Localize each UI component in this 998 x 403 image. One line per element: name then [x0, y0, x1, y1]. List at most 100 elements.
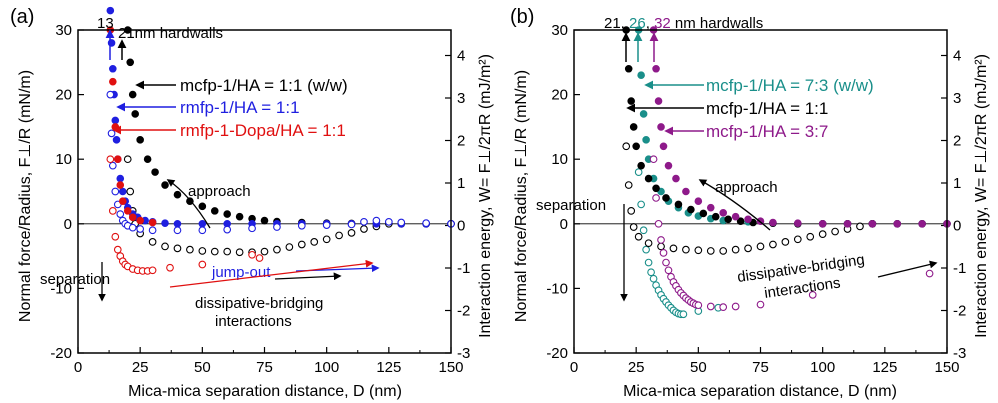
- panel-a-y2tick-label: 4: [457, 48, 465, 65]
- panel-a-y2ticks: -3 -2 -1 0 1 2 3 4: [445, 48, 470, 362]
- panel-b-series-2-approach-point: [672, 174, 680, 183]
- panel-b-series-1-separation-point: [634, 232, 643, 241]
- panel-b-hardwall-32: 32: [654, 15, 671, 32]
- panel-b-series-0-separation-point: [679, 310, 688, 319]
- panel-b-series-2-approach-point: [657, 123, 665, 131]
- panel-a-series-2-approach-point: [128, 213, 137, 222]
- panel-b-series-2-separation-point: [719, 303, 728, 311]
- panel-b-series-1-separation-point: [627, 207, 636, 215]
- panel-b-series-0-separation-point: [634, 168, 643, 176]
- panel-a-series-2-approach-point: [136, 216, 144, 225]
- panel-a-hardwall-13: 13: [97, 15, 114, 32]
- panel-a-xtick-label: 100: [314, 359, 339, 376]
- panel-b-xtick-label: 100: [810, 359, 835, 376]
- panel-b-y2tick-label: 3: [953, 90, 961, 107]
- panel-b-series-1-separation-point: [644, 239, 653, 248]
- panel-a-series-1-separation-point: [297, 221, 306, 230]
- panel-a-series-1-separation-point: [106, 90, 115, 99]
- panel-b-series-1-separation-point: [669, 244, 678, 253]
- panel-b-series-0-separation-point: [639, 226, 648, 235]
- panel-a-y2tick-label: 0: [457, 218, 465, 235]
- panel-a-series-2-separation-point: [106, 155, 115, 164]
- panel-b-y2tick-label: 2: [953, 133, 961, 150]
- panel-b-y2label: Interaction energy, W= F⊥/2πR (mJ/m²): [973, 54, 990, 338]
- panel-b-ytick-label: 10: [551, 151, 568, 168]
- panel-b-xtick-label: 0: [570, 359, 578, 376]
- panel-a-series-0-separation-point: [285, 243, 294, 251]
- panel-a-bridging-arrow-red: [169, 259, 374, 288]
- panel-a-series-2-separation-point: [198, 260, 207, 269]
- panel-a-ytick-label: -10: [50, 280, 72, 297]
- panel-b-series-2-separation-point: [654, 219, 663, 228]
- panel-a-y2tick-label: -2: [457, 303, 470, 320]
- panel-b-series-1-separation-point: [624, 181, 633, 189]
- panel-b-series-2-approach-point: [769, 218, 777, 227]
- panel-a-series-1-approach-point: [198, 220, 207, 228]
- panel-a-series-2-separation-point: [255, 254, 264, 262]
- panel-b-y2tick-label: -3: [953, 345, 966, 362]
- panel-b-legend-11: mcfp-1/HA = 1:1: [706, 99, 828, 118]
- panel-a-series-1-separation-point: [384, 218, 393, 226]
- panel-b-series-2-approach-point: [818, 220, 827, 228]
- panel-b-series-1-separation-point: [657, 242, 665, 251]
- panel-a-series-2-separation-point: [108, 207, 117, 215]
- panel-a-series-0-separation-point: [335, 231, 343, 240]
- panel-b-hardwall-label: 21, 26, 32 nm hardwalls: [604, 15, 763, 32]
- panel-a-series-0-separation-point: [235, 248, 244, 257]
- panel-a-legend-mcfp: mcfp-1/HA = 1:1 (w/w): [180, 76, 348, 95]
- panel-b-separation-text: separation: [536, 197, 606, 214]
- panel-b-series-2-approach-point: [654, 97, 663, 105]
- panel-a-series-1-separation-point: [422, 219, 430, 228]
- panel-b-series-0-separation-point: [644, 258, 653, 267]
- panel-b-series-2-separation-point: [664, 266, 673, 275]
- panel-b-series-1-approach-point: [644, 174, 653, 183]
- panel-b-xtick-label: 150: [934, 359, 959, 376]
- panel-a-series-1-separation-point: [360, 218, 368, 226]
- panel-b-series-2-separation-point: [925, 269, 934, 278]
- panel-a-series-1-separation-point: [173, 226, 182, 235]
- panel-b-series-2-separation-point: [706, 302, 715, 311]
- panel-a-series-0-separation-point: [161, 242, 169, 251]
- panel-b-series-2-separation-point: [808, 291, 817, 299]
- panel-a-series-1-approach-point: [109, 64, 117, 73]
- panel-a-series-1-approach-point: [106, 6, 115, 15]
- panel-b-ytick-label: -20: [546, 345, 568, 362]
- panel-a-y2tick-label: 3: [457, 90, 465, 107]
- panel-a-series-0-separation-point: [223, 247, 232, 256]
- panel-b-series-2-approach-point: [794, 219, 802, 227]
- panel-b-series-1-separation-point: [769, 240, 777, 249]
- panel-a-series-2-approach-point: [118, 197, 127, 205]
- panel-a-ylabel: Normal force/Radius, F⊥/R (mN/m): [17, 70, 34, 322]
- panel-b-series-1-approach-point: [627, 97, 635, 105]
- panel-b-series-2-approach-point: [694, 197, 703, 205]
- panel-b-series-1-separation-point: [818, 230, 827, 238]
- panel-b-series-1-separation-point: [781, 238, 790, 246]
- panel-b-series-2-approach-point: [706, 203, 715, 212]
- panel-b-y2tick-label: 0: [953, 218, 961, 235]
- panel-a-series-1-approach-point: [161, 219, 169, 227]
- panel-a-series-1-approach-point: [118, 187, 127, 196]
- panel-b-ytick-label: 20: [551, 87, 568, 104]
- panel-b-series-2-separation-point: [657, 236, 665, 244]
- panel-b-y2ticks: -3 -2 -1 0 1 2 3 4: [941, 48, 966, 362]
- panel-b-xtick-label: 125: [872, 359, 897, 376]
- panel-a-series-1-approach-point: [173, 220, 182, 228]
- panel-a-series-0-separation-point: [273, 245, 281, 254]
- panel-a-series-0-separation-point: [186, 245, 194, 254]
- panel-b-series-1-approach-point: [674, 200, 683, 209]
- panel-a-series-0-approach-point: [260, 216, 269, 225]
- panel-b-series-1-separation-point: [744, 244, 752, 253]
- panel-b-series-2-separation-point: [659, 249, 668, 257]
- panel-a-series-2-separation-point: [248, 250, 256, 259]
- panel-b-xlabel: Mica-mica separation distance, D (nm): [623, 383, 897, 400]
- panel-b-series-0-approach-point: [639, 110, 648, 118]
- panel-b-hardwall-sep: ,: [646, 15, 654, 32]
- panel-a-series-0-approach-point: [131, 110, 139, 118]
- panel-b-series-1-separation-point: [831, 227, 839, 236]
- panel-b-series-2-separation-point: [756, 300, 765, 309]
- panel-b-series-0-separation-point: [642, 245, 650, 254]
- panel-a-series-1-separation-point: [322, 221, 331, 229]
- panel-b-series-1-approach-point: [662, 194, 670, 202]
- panel-b-series-2-approach-point: [918, 220, 926, 228]
- panel-a-series-0-approach-point: [161, 181, 169, 189]
